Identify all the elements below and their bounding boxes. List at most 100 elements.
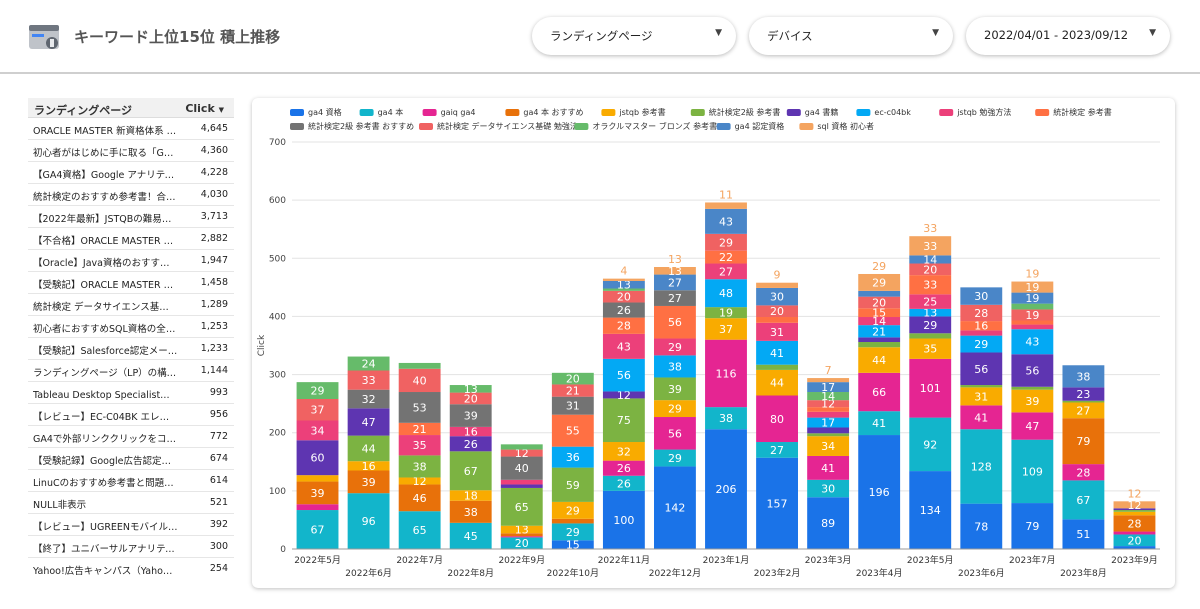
landing-page-filter[interactable]: ランディングページ ▼ [532,17,736,55]
legend-swatch [290,109,304,116]
table-row[interactable]: ORACLE MASTER 新資格体系 参… 4,645 [28,118,234,140]
data-label: 20 [770,305,784,318]
table-row[interactable]: 【不合格】ORACLE MASTER Silve… 2,882 [28,228,234,250]
bar-segment [1011,329,1054,355]
data-label: 26 [617,304,631,317]
bar-segment [296,510,339,549]
bar-segment [654,338,696,356]
legend-swatch [786,109,801,116]
row-page: 【GA4資格】Google アナリティ… [33,170,178,181]
table-row[interactable]: 【受験記録】Google広告認定資格… 674 [28,448,234,470]
table-row[interactable]: 【2022年最新】JSTQBの難易度… 3,713 [28,206,234,228]
bar-segment [909,417,952,472]
data-label: 134 [920,504,941,517]
data-label: 19 [719,307,733,320]
data-label: 25 [923,296,937,309]
legend-label: オラクルマスター ブロンズ 参考書 [592,121,717,131]
x-tick-label: 2023年8月 [1060,567,1107,579]
x-tick-label: 2023年2月 [754,567,801,579]
filter-label: ランディングページ [550,29,653,43]
bar-segment [756,442,798,458]
bar-segment [909,275,952,295]
row-page: NULL非表示 [33,500,87,511]
x-tick-label: 2022年11月 [598,554,650,566]
bar-segment [705,318,747,340]
legend-swatch [505,109,520,116]
bar-segment [602,358,645,392]
bar-segment [756,282,798,288]
table-row[interactable]: 【受験記】Salesforce認定メール… 1,233 [28,338,234,360]
column-header-click[interactable]: Click ▼ [185,102,224,115]
data-label: 92 [923,438,937,451]
table-row[interactable]: 【レビュー】UGREENモバイルバ… 392 [28,514,234,536]
table-row[interactable]: Yahoo!広告キャンパス（Yahoo!… 254 [28,558,234,578]
bar-segment [602,288,645,291]
row-clicks: 392 [209,519,228,530]
table-row[interactable]: 統計検定 データサイエンス基礎… 1,289 [28,294,234,316]
bar-segment [1062,402,1105,419]
bar-segment [1113,515,1156,532]
device-filter[interactable]: デバイス ▼ [749,17,953,55]
bar-segment [756,305,798,318]
bar-segment [858,372,901,412]
bar-segment [1011,292,1054,304]
table-row[interactable]: ランディングページ（LP）の構成… 1,144 [28,360,234,382]
bar-segment [960,304,1003,322]
data-label: 46 [413,492,427,505]
bar-segment [398,455,441,478]
x-tick-label: 2022年8月 [447,567,494,579]
data-label: 44 [770,377,784,390]
bar-segment [858,347,901,373]
bar-segment [449,490,492,501]
table-row[interactable]: Tableau Desktop Specialistをテス… 993 [28,382,234,404]
legend-label: 統計検定 データサイエンス基礎 勉強法 [437,121,578,131]
data-label: 80 [770,413,784,426]
bar-segment [705,339,747,408]
bar-segment [602,302,645,318]
bar-segment [449,385,492,393]
bar-segment [756,317,798,323]
data-label: 11 [719,188,733,201]
bar-segment [602,398,645,443]
table-row[interactable]: 【受験記】ORACLE MASTER Bron… 1,458 [28,272,234,294]
table-row[interactable]: NULL非表示 521 [28,492,234,514]
legend-swatch [856,109,871,116]
data-label: 75 [617,414,631,427]
table-row[interactable]: LinuCのおすすめ参考書と問題集 … 614 [28,470,234,492]
date-range-filter[interactable]: 2022/04/01 - 2023/09/12 ▼ [966,17,1170,55]
row-page: 初心者におすすめSQL資格の全一… [33,324,178,335]
table-row[interactable]: 【終了】ユニバーサルアナリティ… 300 [28,536,234,558]
bar-segment [807,497,850,549]
data-label: 20 [923,263,937,276]
bar-segment [602,333,645,359]
data-label: 109 [1022,465,1043,478]
bar-segment [960,330,1003,336]
bar-segment [1062,464,1105,481]
table-row[interactable]: 初心者がはじめに手に取る「GA4… 4,360 [28,140,234,162]
bar-segment [1113,534,1156,547]
bar-segment [807,382,850,393]
data-label: 36 [566,451,580,464]
table-row[interactable]: 【GA4資格】Google アナリティ… 4,228 [28,162,234,184]
bar-segment [602,391,645,399]
bar-segment [909,255,952,264]
column-header-page[interactable]: ランディングページ [34,104,133,117]
data-label: 15 [872,307,886,320]
data-label: 56 [1025,365,1039,378]
data-label: 20 [566,373,580,386]
bar-segment [398,435,441,456]
row-clicks: 1,253 [200,321,228,332]
table-row[interactable]: 初心者におすすめSQL資格の全一… 1,253 [28,316,234,338]
bar-segment [500,479,543,485]
table-row[interactable]: 【Oracle】Java資格のおすすめ参… 1,947 [28,250,234,272]
bar-segment [500,533,543,537]
table-row[interactable]: GA4で外部リンククリックをコン… 772 [28,426,234,448]
table-row[interactable]: 統計検定のおすすめ参考書！合格… 4,030 [28,184,234,206]
data-label: 66 [872,386,886,399]
bar-segment [858,273,901,291]
data-label: 67 [311,524,325,537]
bar-segment [807,436,850,456]
row-clicks: 1,458 [200,277,228,288]
row-page: ランディングページ（LP）の構成… [33,368,178,379]
table-row[interactable]: 【レビュー】EC-C04BK エレコム … 956 [28,404,234,426]
